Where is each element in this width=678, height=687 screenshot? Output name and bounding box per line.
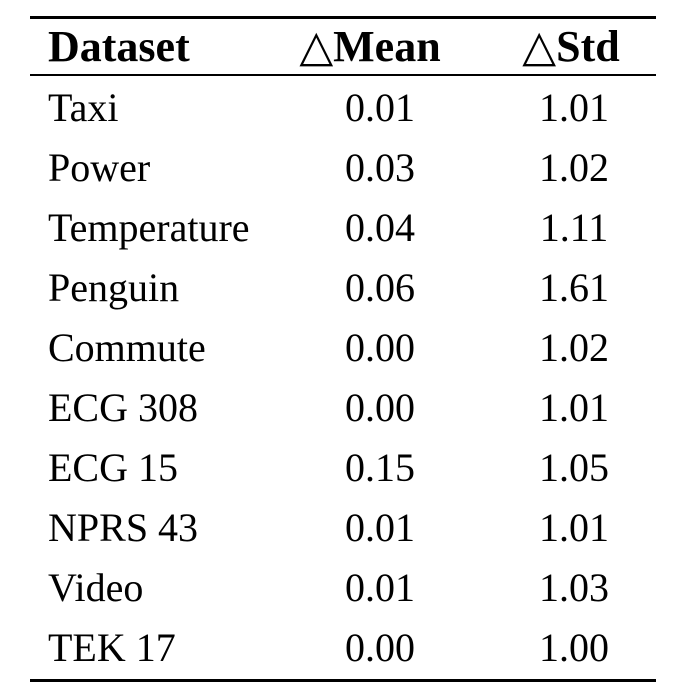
mean-cell: 0.15 xyxy=(345,445,415,490)
dataset-cell: Temperature xyxy=(48,205,250,250)
table-row: Commute 0.00 1.02 xyxy=(30,318,656,378)
mean-cell: 0.01 xyxy=(345,505,415,550)
mean-cell: 0.06 xyxy=(345,265,415,310)
table-body: Taxi 0.01 1.01 Power 0.03 1.02 Temperatu… xyxy=(30,78,656,678)
std-cell: 1.01 xyxy=(539,85,609,130)
dataset-cell: TEK 17 xyxy=(48,625,176,670)
dataset-cell: ECG 308 xyxy=(48,385,198,430)
dataset-cell: NPRS 43 xyxy=(48,505,199,550)
mean-cell: 0.00 xyxy=(345,625,415,670)
header-mean-label: Mean xyxy=(333,22,441,71)
table-row: ECG 308 0.00 1.01 xyxy=(30,378,656,438)
table-row: ECG 15 0.15 1.05 xyxy=(30,438,656,498)
header-dataset: Dataset xyxy=(48,22,190,71)
dataset-cell: ECG 15 xyxy=(48,445,178,490)
table-row: NPRS 43 0.01 1.01 xyxy=(30,498,656,558)
std-cell: 1.03 xyxy=(539,565,609,610)
mean-cell: 0.03 xyxy=(345,145,415,190)
bottom-rule xyxy=(30,679,656,682)
dataset-cell: Penguin xyxy=(48,265,180,310)
table-row: Taxi 0.01 1.01 xyxy=(30,78,656,138)
std-cell: 1.02 xyxy=(539,325,609,370)
header-delta-mean: △Mean xyxy=(286,20,454,74)
mean-cell: 0.00 xyxy=(345,385,415,430)
std-cell: 1.11 xyxy=(539,205,609,250)
table-row: Video 0.01 1.03 xyxy=(30,558,656,618)
table-row: Temperature 0.04 1.11 xyxy=(30,198,656,258)
table-header: Dataset △Mean △Std xyxy=(30,20,656,74)
delta-std-symbol: △ xyxy=(522,22,557,71)
mean-cell: 0.04 xyxy=(345,205,415,250)
dataset-cell: Video xyxy=(48,565,144,610)
table-row: Penguin 0.06 1.61 xyxy=(30,258,656,318)
dataset-cell: Power xyxy=(48,145,151,190)
mean-cell: 0.01 xyxy=(345,565,415,610)
std-cell: 1.02 xyxy=(539,145,609,190)
std-cell: 1.01 xyxy=(539,505,609,550)
header-delta-std: △Std xyxy=(506,20,636,74)
std-cell: 1.01 xyxy=(539,385,609,430)
std-cell: 1.00 xyxy=(539,625,609,670)
mean-cell: 0.00 xyxy=(345,325,415,370)
dataset-cell: Commute xyxy=(48,325,206,370)
std-cell: 1.61 xyxy=(539,265,609,310)
header-std-label: Std xyxy=(556,22,620,71)
top-rule xyxy=(30,16,656,19)
header-rule xyxy=(30,74,656,76)
dataset-cell: Taxi xyxy=(48,85,119,130)
mean-cell: 0.01 xyxy=(345,85,415,130)
std-cell: 1.05 xyxy=(539,445,609,490)
table-row: TEK 17 0.00 1.00 xyxy=(30,618,656,678)
table-row: Power 0.03 1.02 xyxy=(30,138,656,198)
delta-mean-symbol: △ xyxy=(299,22,334,71)
